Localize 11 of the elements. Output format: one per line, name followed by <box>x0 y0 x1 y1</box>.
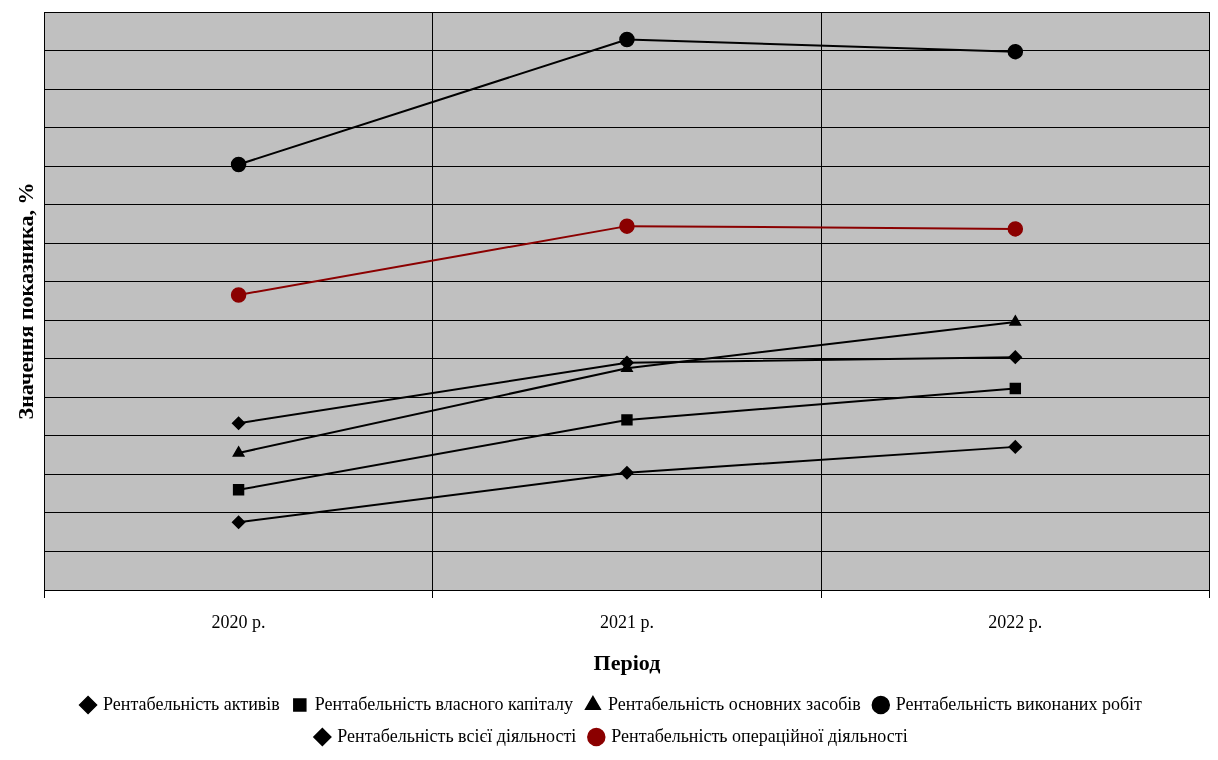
x-tick-label: 2022 р. <box>988 611 1043 632</box>
x-tick-label: 2021 р. <box>599 611 654 632</box>
legend-label: Рентабельність основних засобів <box>607 693 861 714</box>
legend-label: Рентабельність власного капіталу <box>314 693 573 714</box>
y-axis-title: Значення показника, % <box>12 182 38 420</box>
x-tick-label: 2020 р. <box>211 611 266 632</box>
legend-label: Рентабельність всієї діяльності <box>337 725 577 746</box>
legend-label: Рентабельність виконаних робіт <box>895 693 1143 714</box>
x-axis-title: Період <box>593 650 661 676</box>
legend-label: Рентабельність активів <box>103 693 280 714</box>
legend-label: Рентабельність операційної діяльності <box>611 725 908 746</box>
